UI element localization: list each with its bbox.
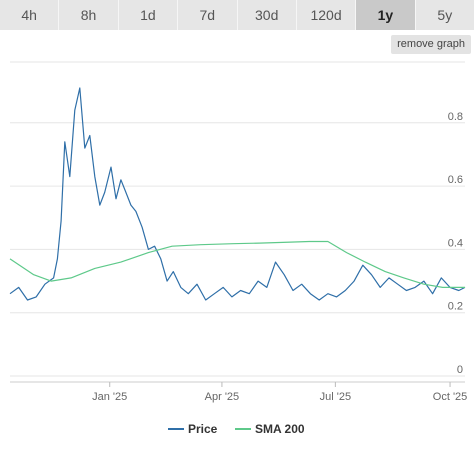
y-tick-label: 0.6 (448, 174, 463, 186)
tab-30d[interactable]: 30d (237, 0, 297, 30)
tab-1d[interactable]: 1d (118, 0, 179, 30)
y-tick-label: 0.8 (448, 111, 463, 123)
series-line-sma-200 (9, 240, 465, 288)
x-tick-label: Oct '25 (433, 391, 468, 403)
tab-1y[interactable]: 1y (356, 0, 416, 30)
tab-7d[interactable]: 7d (178, 0, 238, 30)
tab-5y[interactable]: 5y (415, 0, 474, 30)
x-tick-label: Jul '25 (320, 391, 351, 403)
series-line-price (9, 87, 466, 301)
x-tick-label: Jan '25 (92, 391, 127, 403)
tab-120d[interactable]: 120d (296, 0, 357, 30)
y-tick-label: 0.4 (448, 237, 463, 249)
y-tick-label: 0 (457, 364, 463, 376)
timeframe-tabs: 4h 8h 1d 7d 30d 120d 1y 5y (0, 0, 474, 30)
tab-4h[interactable]: 4h (0, 0, 60, 30)
remove-graph-button[interactable]: remove graph (391, 35, 471, 54)
x-tick-label: Apr '25 (205, 391, 240, 403)
tab-8h[interactable]: 8h (59, 0, 119, 30)
legend-label-price: Price (188, 422, 218, 436)
legend-label-sma-200: SMA 200 (255, 422, 305, 436)
y-tick-label: 0.2 (448, 301, 463, 313)
